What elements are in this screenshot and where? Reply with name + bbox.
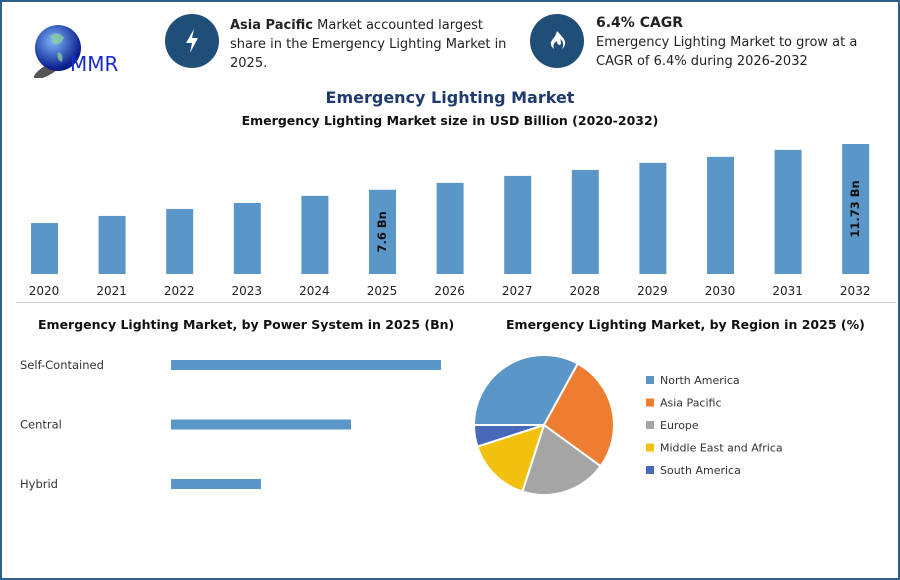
x-tick-label: 2032 (840, 284, 871, 298)
region-pie-chart: North America Asia Pacific Europe Middle Ea… (472, 354, 783, 496)
x-tick-label: 2031 (772, 284, 803, 298)
legend-swatch (646, 421, 654, 429)
region-title: Emergency Lighting Market, by Region in … (506, 317, 865, 332)
x-tick-label: 2025 (367, 284, 398, 298)
legend-swatch (646, 398, 654, 407)
slice-Asia Pacific (542, 362, 615, 468)
x-tick-label: 2029 (637, 284, 668, 298)
bar-2021 (98, 215, 126, 274)
legend-swatch (646, 466, 654, 474)
info1-text: Asia Pacific Market accounted largest sh… (230, 18, 507, 71)
legend-label: Europe (660, 419, 699, 432)
legend-label: South America (660, 464, 741, 477)
bar-2030 (707, 156, 734, 274)
flame-icon (550, 31, 566, 49)
bar-Self-Contained (171, 360, 441, 370)
lightning-icon (186, 29, 198, 53)
slice-South America (472, 424, 545, 448)
x-tick-label: 2023 (232, 284, 263, 298)
data-label: 7.6 Bn (375, 211, 389, 252)
power-system-bar-chart: Self-Contained Central Hybrid (20, 358, 441, 491)
bar-2029 (639, 162, 667, 274)
bar-2032 (842, 144, 870, 274)
bar-2027 (504, 175, 532, 274)
x-tick-label: 2020 (29, 284, 60, 298)
category-label: Central (20, 418, 62, 432)
divider (16, 302, 896, 303)
market-size-bar-chart: 2020 2021 2022 2023 2024 2025 7.6 Bn 2026 2027 20… (29, 144, 871, 298)
bar-Central (171, 419, 351, 430)
info2-text: 6.4% CAGR Emergency Lighting Market to g… (596, 15, 858, 69)
x-tick-label: 2027 (502, 284, 533, 298)
legend-swatch (646, 443, 654, 452)
slice-Europe (521, 423, 603, 496)
info1-badge (165, 14, 219, 68)
bar-2026 (436, 182, 464, 274)
bar-2031 (774, 149, 802, 274)
data-label: 11.73 Bn (848, 180, 862, 237)
chart-subtitle: Emergency Lighting Market size in USD Bi… (241, 113, 659, 128)
legend-label: North America (660, 374, 740, 387)
bar-2024 (301, 195, 329, 274)
x-tick-label: 2028 (570, 284, 601, 298)
legend-label: Middle East and Africa (660, 442, 783, 455)
slice-North America (472, 354, 580, 426)
page-title: Emergency Lighting Market (325, 88, 575, 107)
bar-2028 (571, 169, 599, 274)
bar-2025 (369, 189, 396, 274)
info2-badge (530, 14, 584, 68)
category-label: Hybrid (20, 477, 58, 491)
bar-2020 (31, 223, 58, 274)
legend-swatch (646, 376, 654, 384)
x-tick-label: 2022 (164, 284, 195, 298)
power-system-title: Emergency Lighting Market, by Power Syst… (38, 317, 455, 332)
bar-2023 (233, 202, 261, 274)
bar-Hybrid (171, 479, 261, 489)
bar-2022 (166, 208, 194, 274)
x-tick-label: 2021 (96, 284, 127, 298)
category-label: Self-Contained (20, 358, 104, 372)
x-tick-label: 2024 (299, 284, 330, 298)
x-tick-label: 2030 (705, 284, 736, 298)
x-tick-label: 2026 (434, 284, 465, 298)
logo-text: MMR (70, 52, 119, 76)
mmr-logo: MMR (28, 18, 138, 80)
legend-label: Asia Pacific (660, 397, 722, 410)
